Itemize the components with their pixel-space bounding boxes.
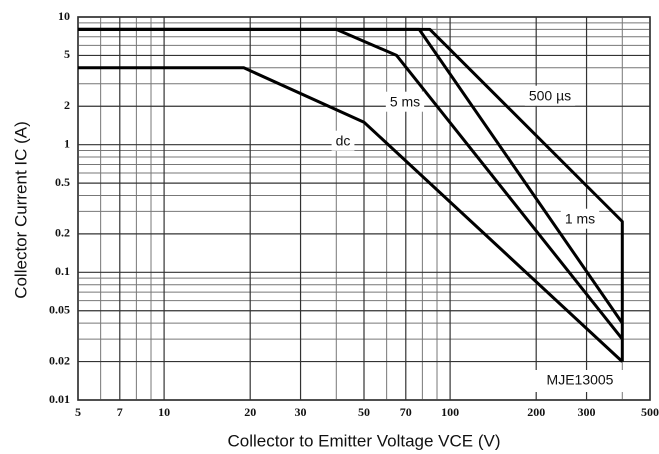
curve-label-box bbox=[560, 208, 600, 229]
x-tick-label: 500 bbox=[641, 405, 659, 419]
x-tick-label: 5 bbox=[75, 405, 81, 419]
y-tick-label: 0.5 bbox=[55, 175, 70, 189]
curve-label: dc bbox=[336, 133, 351, 149]
y-axis-label: Collector Current IC (A) bbox=[11, 121, 30, 299]
y-tick-label: 2 bbox=[64, 98, 70, 112]
annotation: MJE13005 bbox=[547, 372, 614, 388]
y-tick-label: 10 bbox=[58, 9, 70, 23]
curve-label-box bbox=[385, 91, 425, 112]
y-tick-label: 0.01 bbox=[49, 392, 70, 406]
y-tick-label: 1 bbox=[64, 136, 70, 150]
curve bbox=[78, 27, 624, 362]
x-tick-label: 50 bbox=[358, 405, 370, 419]
annotation-box bbox=[530, 370, 630, 392]
x-tick-label: 200 bbox=[527, 405, 545, 419]
curves bbox=[78, 27, 624, 363]
y-tick-label: 0.2 bbox=[55, 226, 70, 240]
grid bbox=[77, 16, 651, 401]
y-tick-label: 0.1 bbox=[55, 264, 70, 278]
x-tick-label: 10 bbox=[158, 405, 170, 419]
curve-label: 1 ms bbox=[565, 211, 595, 227]
x-tick-label: 300 bbox=[578, 405, 596, 419]
curve-label-box bbox=[524, 85, 576, 106]
x-axis-label: Collector to Emitter Voltage VCE (V) bbox=[227, 431, 500, 450]
x-tick-label: 30 bbox=[295, 405, 307, 419]
labels: 5 7 10 20 30 50 70 100 200 300 500 0.01 0.02 0.05 0.1 0… bbox=[49, 9, 659, 419]
curve-label-box bbox=[331, 130, 355, 151]
curve-label: 500 µs bbox=[529, 88, 571, 104]
y-tick-label: 0.02 bbox=[49, 353, 70, 367]
y-tick-label: 0.05 bbox=[49, 303, 70, 317]
x-tick-label: 7 bbox=[117, 405, 123, 419]
y-tick-label: 5 bbox=[64, 47, 70, 61]
x-tick-label: 100 bbox=[441, 405, 459, 419]
curve bbox=[78, 66, 624, 363]
curve-label: 5 ms bbox=[390, 94, 420, 110]
x-tick-label: 70 bbox=[400, 405, 412, 419]
x-tick-label: 20 bbox=[244, 405, 256, 419]
